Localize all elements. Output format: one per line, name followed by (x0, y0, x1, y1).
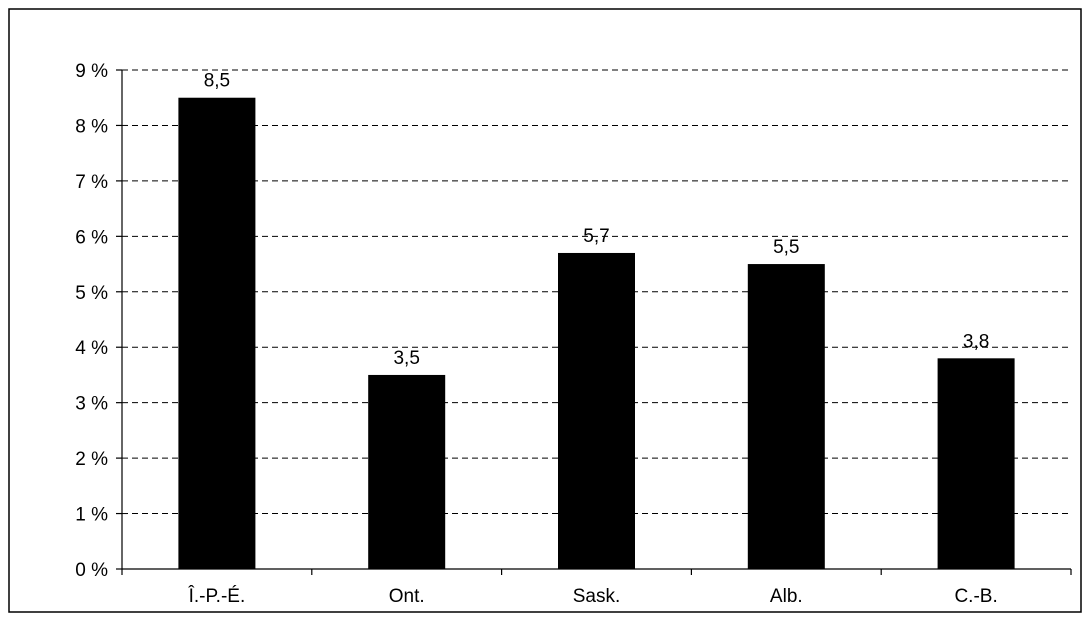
y-tick-label-6: 6 % (75, 227, 108, 248)
y-tick-label-2: 2 % (75, 449, 108, 470)
labels: 0 % 1 % 2 % 3 % 4 % 5 % 6 % 7 % 8 % 9 % 8,5 Î.-P.-É… (75, 61, 997, 607)
bar-0 (178, 97, 256, 569)
y-tick-label-0: 0 % (75, 560, 108, 581)
data-label-1: 3,5 (393, 348, 419, 369)
data-label-2: 5,7 (583, 226, 609, 247)
bars (178, 97, 1015, 569)
category-label-1: Ont. (389, 586, 425, 607)
bar-3 (747, 264, 825, 569)
category-label-3: Alb. (770, 586, 803, 607)
bar-chart: 0 % 1 % 2 % 3 % 4 % 5 % 6 % 7 % 8 % 9 % 8,5 Î.-P.-É… (8, 8, 1082, 613)
y-tick-label-8: 8 % (75, 116, 108, 137)
y-tick-label-7: 7 % (75, 172, 108, 193)
category-label-0: Î.-P.-É. (188, 585, 246, 607)
axes (116, 69, 1072, 575)
y-tick-label-1: 1 % (75, 505, 108, 526)
bar-2 (558, 252, 635, 569)
bar-1 (368, 374, 446, 569)
data-label-3: 5,5 (773, 237, 799, 258)
bar-4 (937, 358, 1015, 569)
chart-border (8, 8, 1082, 613)
y-tick-label-3: 3 % (75, 394, 108, 415)
data-label-4: 3,8 (963, 331, 989, 352)
y-tick-label-5: 5 % (75, 283, 108, 304)
data-label-0: 8,5 (204, 71, 230, 92)
y-tick-label-4: 4 % (75, 338, 108, 359)
y-tick-label-9: 9 % (75, 61, 108, 82)
category-label-2: Sask. (573, 586, 621, 607)
chart-frame: 0 % 1 % 2 % 3 % 4 % 5 % 6 % 7 % 8 % 9 % 8,5 Î.-P.-É… (8, 8, 1082, 613)
category-label-4: C.-B. (954, 586, 997, 607)
